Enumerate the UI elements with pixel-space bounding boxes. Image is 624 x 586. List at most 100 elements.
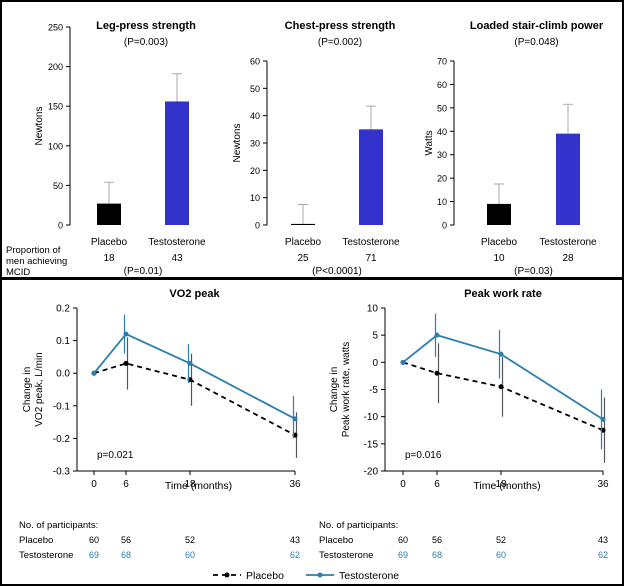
mcid-pvalue: (P=0.01) xyxy=(124,266,163,277)
y-tick-label: 50 xyxy=(53,181,63,191)
y-tick-label: 40 xyxy=(250,111,260,121)
y-tick-label: 30 xyxy=(250,139,260,149)
point-testosterone xyxy=(600,416,606,422)
placebo-count: 60 xyxy=(398,535,408,545)
bar-testosterone xyxy=(359,129,383,225)
legend-placebo-label: Placebo xyxy=(246,570,284,582)
legend-testosterone-marker xyxy=(317,572,323,578)
bar-placebo xyxy=(487,203,511,225)
bar-placebo xyxy=(291,223,315,225)
y-tick-label: 0 xyxy=(58,221,63,231)
legend-testosterone-label: Testosterone xyxy=(339,570,399,582)
point-testosterone xyxy=(498,351,504,357)
series-line-testosterone xyxy=(93,332,296,420)
point-testosterone xyxy=(400,359,406,365)
y-tick-label: 0 xyxy=(255,221,260,231)
bar-placebo xyxy=(97,203,121,225)
y-tick-label: -15 xyxy=(364,439,379,450)
y-axis-label: Newtons xyxy=(34,107,45,146)
point-placebo xyxy=(434,370,440,376)
mcid-count: 18 xyxy=(103,253,115,264)
x-tick-label: 6 xyxy=(434,479,440,490)
bar-chart-pvalue: (P=0.048) xyxy=(514,37,558,48)
legend-placebo-marker xyxy=(224,572,230,578)
mcid-count: 10 xyxy=(493,253,505,264)
point-testosterone xyxy=(91,370,97,376)
y-tick-label: 0.0 xyxy=(56,369,70,380)
y-tick-label: 250 xyxy=(48,23,63,33)
bar-chart-pvalue: (P=0.003) xyxy=(124,37,168,48)
placebo-count: 56 xyxy=(432,535,442,545)
x-tick-label: 18 xyxy=(184,479,196,490)
testosterone-count: 62 xyxy=(290,550,300,560)
y-tick-label: 50 xyxy=(437,103,447,113)
participants-heading: No. of participants: xyxy=(319,520,398,531)
mcid-count: 71 xyxy=(365,253,377,264)
testosterone-count: 68 xyxy=(432,550,442,560)
line-chart-title: Peak work rate xyxy=(464,288,542,300)
mcid-count: 43 xyxy=(171,253,183,264)
y-tick-label: 10 xyxy=(367,304,379,315)
participants-placebo-label: Placebo xyxy=(319,535,353,546)
y-tick-label: 40 xyxy=(437,127,447,137)
y-tick-label: 20 xyxy=(437,174,447,184)
y-tick-label: -5 xyxy=(369,385,378,396)
y-tick-label: -0.1 xyxy=(53,401,71,412)
y-tick-label: 60 xyxy=(250,57,260,67)
category-label: Placebo xyxy=(481,237,518,248)
series-line-placebo xyxy=(402,361,604,432)
panel-divider xyxy=(2,277,622,280)
y-tick-label: 20 xyxy=(250,166,260,176)
y-tick-label: -0.2 xyxy=(53,434,71,445)
y-tick-label: 10 xyxy=(437,197,447,207)
bar-chart-pvalue: (P=0.002) xyxy=(318,37,362,48)
y-axis-label: VO2 peak, L/min xyxy=(34,352,45,426)
series-line-testosterone xyxy=(402,334,604,421)
participants-placebo-label: Placebo xyxy=(19,535,53,546)
y-tick-label: -20 xyxy=(364,467,379,478)
y-tick-label: 70 xyxy=(437,57,447,67)
y-tick-label: 5 xyxy=(372,331,378,342)
proportion-label: men achieving xyxy=(6,256,67,267)
y-tick-label: 200 xyxy=(48,62,63,72)
line-chart-pvalue: p=0.021 xyxy=(97,450,134,461)
placebo-count: 52 xyxy=(496,535,506,545)
testosterone-count: 68 xyxy=(121,550,131,560)
y-tick-label: -0.3 xyxy=(53,467,71,478)
y-tick-label: 10 xyxy=(250,193,260,203)
x-tick-label: 18 xyxy=(495,479,507,490)
category-label: Placebo xyxy=(285,237,322,248)
y-tick-label: 150 xyxy=(48,102,63,112)
y-axis-label: Newtons xyxy=(232,124,243,163)
point-testosterone xyxy=(187,360,193,366)
y-axis-label: Peak work rate, watts xyxy=(341,342,352,438)
series-line-placebo xyxy=(93,362,296,436)
y-tick-label: 50 xyxy=(250,84,260,94)
y-axis-label: Change in xyxy=(329,367,340,413)
y-tick-label: 0 xyxy=(442,221,447,231)
mcid-count: 28 xyxy=(562,253,574,264)
mcid-count: 25 xyxy=(297,253,309,264)
y-axis-label: Change in xyxy=(22,367,33,413)
point-testosterone xyxy=(292,416,298,422)
x-axis-label: Time (months) xyxy=(165,480,232,492)
participants-testosterone-label: Testosterone xyxy=(19,550,73,561)
point-placebo xyxy=(123,360,129,366)
participants-heading: No. of participants: xyxy=(19,520,98,531)
y-axis-label: Watts xyxy=(424,130,435,155)
placebo-count: 43 xyxy=(598,535,608,545)
placebo-count: 60 xyxy=(89,535,99,545)
y-tick-label: 0 xyxy=(372,358,378,369)
x-axis-label: Time (months) xyxy=(473,480,540,492)
point-testosterone xyxy=(123,331,129,337)
line-chart-title: VO2 peak xyxy=(169,288,220,300)
mcid-pvalue: (P=0.03) xyxy=(514,266,553,277)
placebo-count: 43 xyxy=(290,535,300,545)
testosterone-count: 62 xyxy=(598,550,608,560)
category-label: Placebo xyxy=(91,237,128,248)
y-tick-label: 0.1 xyxy=(56,336,70,347)
y-tick-label: 60 xyxy=(437,80,447,90)
testosterone-count: 60 xyxy=(185,550,195,560)
